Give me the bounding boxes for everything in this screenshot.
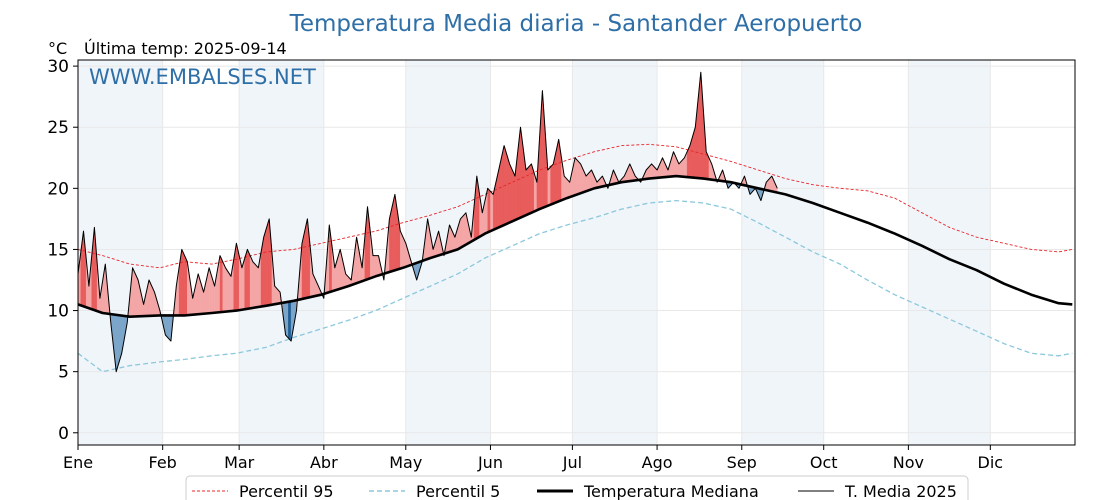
y-tick-label-0: 0	[58, 424, 69, 444]
deviation-fill-day-183	[574, 157, 579, 196]
deviation-fill-day-40	[184, 255, 188, 316]
x-tick-label-Ago: Ago	[642, 453, 673, 472]
x-tick-label-Feb: Feb	[149, 453, 177, 472]
watermark: WWW.EMBALSES.NET	[89, 65, 316, 89]
chart-title: Temperatura Media diaria - Santander Aer…	[289, 11, 863, 37]
series-line-t-media-2025	[77, 71, 778, 373]
deviation-fill-day-173	[547, 166, 551, 207]
month-band-5	[908, 60, 991, 445]
y-tick-label-15: 15	[47, 240, 69, 260]
deviation-fill-day-184	[577, 160, 581, 195]
x-tick-label-Abr: Abr	[310, 453, 338, 472]
series-line-percentil-95	[77, 143, 1073, 269]
x-tick-label-Dic: Dic	[978, 453, 1004, 472]
legend: Percentil 95 Percentil 5 Temperatura Med…	[185, 475, 969, 500]
deviation-fill-day-110	[375, 255, 379, 277]
deviation-fill-day-66	[255, 264, 259, 308]
deviation-fill-day-63	[247, 249, 251, 310]
series-line-temperatura-mediana	[77, 174, 1073, 319]
deviation-fill-day-160	[512, 169, 516, 222]
deviation-fill-day-55	[225, 267, 229, 312]
x-tick-label-Mar: Mar	[224, 453, 255, 472]
deviation-fill-day-70	[266, 218, 270, 306]
plot-frame	[77, 59, 1076, 446]
x-tick-label-Jul: Jul	[562, 453, 582, 472]
deviation-fill-day-159	[509, 163, 513, 223]
legend-frame	[185, 475, 969, 500]
deviation-fill-day-54	[222, 261, 226, 313]
x-tick-label-Oct: Oct	[810, 453, 838, 472]
deviation-fill-day-78	[288, 301, 292, 342]
deviation-fill-day-158	[506, 154, 510, 225]
month-band-4	[741, 60, 824, 445]
y-tick-label-10: 10	[47, 302, 69, 322]
y-tick-label-5: 5	[58, 363, 69, 383]
deviation-fill-day-109	[372, 255, 376, 278]
y-tick-label-20: 20	[47, 179, 69, 199]
deviation-fill-day-56	[228, 271, 232, 312]
series-line-percentil-5	[77, 199, 1073, 373]
deviation-fill-day-141	[460, 215, 464, 249]
y-tick-label-30: 30	[47, 57, 69, 77]
plot-area: 0 5 10 15 20 25 30 Ene Feb Mar Abr May Jun Jul Ago Sep O…	[47, 57, 1076, 472]
x-tick-label-Nov: Nov	[893, 453, 924, 472]
y-tick-label-25: 25	[47, 118, 69, 138]
last-temp-label: Última temp: 2025-09-14	[84, 39, 287, 58]
deviation-fill-day-174	[550, 163, 554, 206]
deviation-fill-day-151	[487, 187, 491, 233]
legend-label-p5: Percentil 5	[416, 482, 500, 500]
x-tick-label-Ene: Ene	[63, 453, 93, 472]
x-tick-label-Sep: Sep	[727, 453, 757, 472]
month-band-0	[78, 60, 163, 445]
deviation-fill-day-77	[285, 301, 289, 339]
deviation-fill-day-65	[252, 261, 256, 309]
deviation-fill-day-165	[525, 166, 529, 216]
legend-label-actual: T. Media 2025	[844, 482, 957, 500]
deviation-fill-day-69	[263, 227, 267, 307]
legend-label-p95: Percentil 95	[239, 482, 334, 500]
month-band-3	[572, 60, 658, 445]
deviation-fill-day-142	[462, 212, 467, 247]
deviation-fill-day-21	[132, 267, 136, 317]
deviation-fill-day-152	[490, 190, 494, 232]
x-tick-label-Jun: Jun	[477, 453, 503, 472]
deviation-fill-day-34	[167, 315, 172, 342]
x-tick-label-May: May	[389, 453, 422, 472]
deviation-fill-day-53	[219, 255, 223, 313]
deviation-fill-day-179	[564, 175, 568, 200]
deviation-fill-day-166	[528, 163, 532, 215]
deviation-fill-day-39	[181, 249, 185, 316]
unit-label: °C	[48, 39, 67, 58]
legend-label-median: Temperatura Mediana	[583, 482, 759, 500]
deviation-fill-day-64	[249, 255, 254, 309]
